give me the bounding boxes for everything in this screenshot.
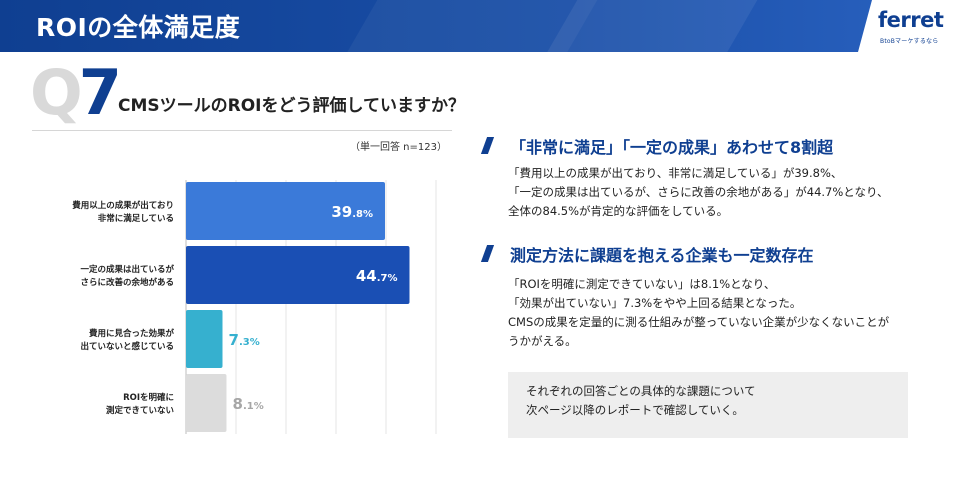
finding-line: 「効果が出ていない」7.3%をやや上回る結果となった。 bbox=[508, 296, 802, 310]
finding-title: 「非常に満足」「一定の成果」あわせて8割超 bbox=[510, 138, 834, 157]
bar bbox=[186, 246, 410, 304]
page-title: ROIの全体満足度 bbox=[36, 13, 241, 42]
header-bar: ROIの全体満足度 ferret BtoBマーケするなら bbox=[0, 0, 953, 52]
question-title: CMSツールのROIをどう評価していますか？ bbox=[118, 96, 465, 116]
bar bbox=[186, 310, 223, 368]
finding-body: 「費用以上の成果が出ており、非常に満足している」が39.8%、 「一定の成果は出… bbox=[508, 164, 889, 221]
finding-line: CMSの成果を定量的に測る仕組みが整っていない企業が少なくないことが bbox=[508, 315, 890, 329]
category-label: 一定の成果は出ているが bbox=[80, 264, 174, 275]
value-label: 7.3% bbox=[229, 331, 260, 349]
question-number: Q7 bbox=[30, 56, 122, 129]
summary-line: それぞれの回答ごとの具体的な課題について bbox=[526, 384, 756, 398]
finding-line: 「一定の成果は出ているが、さらに改善の余地がある」が44.7%となり、 bbox=[508, 185, 889, 199]
section-marker-icon bbox=[480, 245, 495, 262]
finding-body: 「ROIを明確に測定できていない」は8.1%となり、 「効果が出ていない」7.3… bbox=[508, 275, 889, 351]
bar bbox=[186, 182, 385, 240]
value-label: 8.1% bbox=[233, 395, 264, 413]
summary-box: それぞれの回答ごとの具体的な課題について 次ページ以降のレポートで確認していく。 bbox=[508, 372, 908, 438]
category-label: 費用以上の成果が出ており bbox=[71, 200, 174, 211]
category-label: 費用に見合った効果が bbox=[88, 328, 175, 339]
finding-line: 「ROIを明確に測定できていない」は8.1%となり、 bbox=[508, 277, 776, 291]
value-label: 44.7% bbox=[356, 267, 398, 285]
section-marker-icon bbox=[480, 137, 495, 154]
category-label: ROIを明確に bbox=[123, 392, 174, 403]
category-label: 非常に満足している bbox=[98, 213, 174, 224]
question-divider bbox=[32, 130, 452, 131]
ferret-logo: ferret bbox=[878, 8, 944, 32]
finding-line: うかがえる。 bbox=[508, 334, 577, 348]
category-label: 出ていないと感じている bbox=[80, 341, 174, 352]
finding-line: 「費用以上の成果が出ており、非常に満足している」が39.8%、 bbox=[508, 166, 843, 180]
bar bbox=[186, 374, 227, 432]
finding-title: 測定方法に課題を抱える企業も一定数存在 bbox=[510, 246, 814, 265]
logo-tagline: BtoBマーケするなら bbox=[880, 38, 939, 45]
value-label: 39.8% bbox=[331, 203, 373, 221]
summary-line: 次ページ以降のレポートで確認していく。 bbox=[526, 403, 744, 417]
category-label: 測定できていない bbox=[106, 405, 174, 416]
logo-background bbox=[858, 0, 953, 52]
finding-line: 全体の84.5%が肯定的な評価をしている。 bbox=[508, 204, 729, 218]
category-label: さらに改善の余地がある bbox=[80, 277, 174, 288]
sample-note: （単一回答 n=123） bbox=[350, 142, 447, 153]
